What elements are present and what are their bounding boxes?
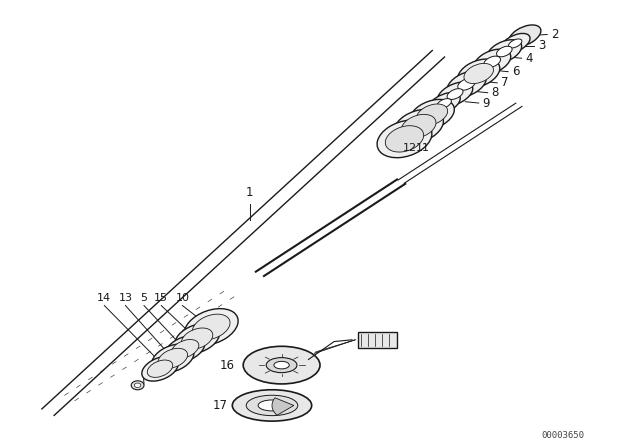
Ellipse shape [509,25,541,47]
Ellipse shape [158,348,188,369]
Text: 15: 15 [154,293,168,303]
Ellipse shape [193,314,230,340]
Text: 3: 3 [538,39,546,52]
Ellipse shape [474,49,511,74]
FancyBboxPatch shape [358,332,397,348]
Ellipse shape [394,109,444,143]
Text: 00003650: 00003650 [541,431,585,440]
Ellipse shape [258,400,286,411]
Ellipse shape [392,130,417,147]
Text: 2: 2 [551,28,559,41]
Ellipse shape [246,395,298,416]
Ellipse shape [447,89,463,99]
Ellipse shape [152,344,194,373]
Ellipse shape [464,63,493,84]
Text: 8: 8 [492,86,499,99]
Ellipse shape [469,67,488,80]
Ellipse shape [171,340,199,358]
Ellipse shape [437,82,473,106]
Ellipse shape [458,78,476,90]
Text: 13: 13 [118,293,132,303]
Text: 17: 17 [212,399,227,412]
Ellipse shape [428,93,460,114]
Text: 10: 10 [175,293,189,303]
Ellipse shape [182,328,212,349]
Ellipse shape [175,323,220,354]
Ellipse shape [243,346,320,384]
Ellipse shape [184,309,238,345]
Ellipse shape [165,336,205,362]
Ellipse shape [187,332,207,345]
Text: 7: 7 [501,76,509,90]
Text: 11: 11 [415,143,429,153]
Text: 4: 4 [525,52,533,65]
Ellipse shape [266,358,297,373]
Text: 12: 12 [403,143,417,153]
Circle shape [134,383,141,388]
Ellipse shape [163,352,182,365]
Ellipse shape [497,46,512,57]
Text: 6: 6 [512,65,520,78]
Ellipse shape [417,104,447,125]
Ellipse shape [487,40,522,63]
Ellipse shape [152,363,168,374]
Ellipse shape [199,319,223,335]
Ellipse shape [484,56,500,68]
Ellipse shape [232,390,312,421]
Ellipse shape [500,34,530,53]
Ellipse shape [401,114,436,138]
Ellipse shape [422,108,442,121]
Ellipse shape [142,356,178,381]
Ellipse shape [408,119,429,134]
Ellipse shape [410,99,454,130]
Ellipse shape [274,362,289,369]
Text: 5: 5 [141,293,147,303]
Text: 9: 9 [483,96,490,110]
Ellipse shape [437,99,451,108]
Circle shape [131,381,144,390]
Text: 14: 14 [97,293,111,303]
Ellipse shape [509,39,522,48]
Wedge shape [272,398,294,415]
Text: 16: 16 [220,358,235,372]
Ellipse shape [447,71,486,98]
Ellipse shape [176,343,194,355]
Ellipse shape [377,120,432,158]
Ellipse shape [147,360,173,377]
Ellipse shape [385,126,424,152]
Ellipse shape [458,59,500,88]
Text: 1: 1 [246,186,253,199]
